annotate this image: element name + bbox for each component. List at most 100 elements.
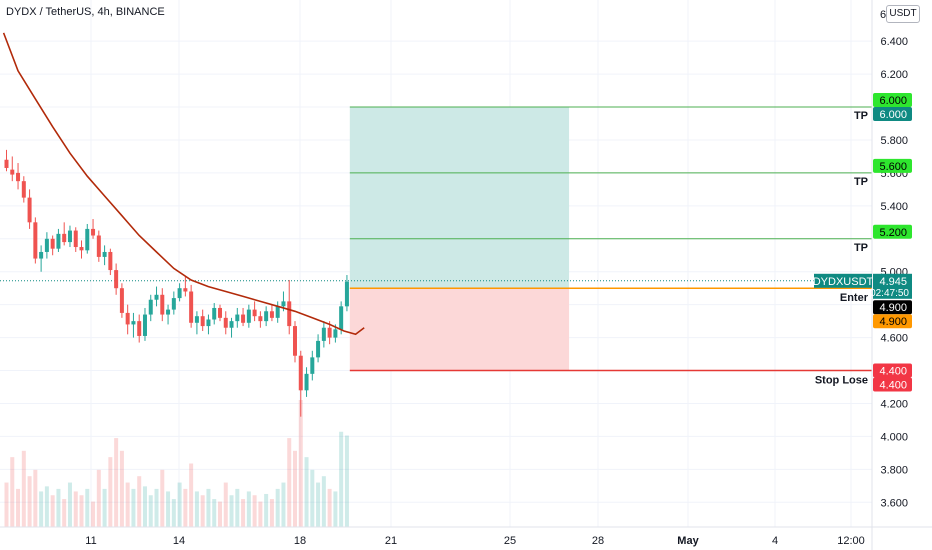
candle bbox=[148, 294, 153, 322]
volume-bar bbox=[56, 488, 61, 527]
volume-bar bbox=[194, 491, 199, 527]
volume-bar bbox=[310, 469, 315, 527]
candle bbox=[316, 334, 321, 363]
volume-bar bbox=[33, 469, 38, 527]
candle bbox=[206, 314, 211, 335]
candle bbox=[62, 222, 67, 246]
volume-bar bbox=[287, 438, 292, 527]
volume-bar bbox=[212, 499, 217, 527]
volume-bar bbox=[125, 482, 130, 527]
time-tick-label: 4 bbox=[772, 535, 778, 547]
volume-bar bbox=[327, 488, 332, 527]
price-tick-label: 4.600 bbox=[880, 333, 908, 345]
currency-selector[interactable]: USDT bbox=[886, 5, 920, 23]
candle-body bbox=[44, 238, 49, 252]
candle-body bbox=[258, 316, 263, 322]
time-tick-label: 14 bbox=[173, 535, 185, 547]
tp-price-label-text: 5.200 bbox=[879, 227, 907, 239]
volume-bar bbox=[321, 476, 326, 527]
candle-body bbox=[108, 251, 113, 271]
candle-body bbox=[200, 316, 205, 327]
candle-body bbox=[235, 314, 240, 322]
volume-bar bbox=[275, 488, 280, 527]
volume-bar bbox=[4, 482, 9, 527]
volume-bar bbox=[264, 493, 269, 527]
candle-body bbox=[56, 233, 61, 249]
candle-body bbox=[287, 301, 292, 327]
candle bbox=[33, 217, 38, 264]
price-tick-label: 4.200 bbox=[880, 398, 908, 410]
price-tick-label: 6.200 bbox=[880, 69, 908, 81]
stop-annotation: Stop Lose bbox=[815, 375, 868, 387]
candle-body bbox=[321, 327, 326, 341]
volume-bar bbox=[206, 488, 211, 527]
candles bbox=[4, 149, 349, 417]
candle bbox=[16, 163, 21, 190]
candle bbox=[229, 317, 234, 338]
volume-bar bbox=[252, 495, 257, 527]
candle-body bbox=[73, 230, 78, 248]
candle-body bbox=[39, 251, 44, 259]
volume-bar bbox=[217, 501, 222, 527]
volume-bar bbox=[137, 476, 142, 527]
volume-bar bbox=[50, 495, 55, 527]
candle-body bbox=[229, 321, 234, 328]
price-tick-label: 6.400 bbox=[880, 36, 908, 48]
volume-bar bbox=[293, 450, 297, 527]
candle-body bbox=[96, 235, 101, 257]
candle-body bbox=[310, 357, 315, 374]
candle-body bbox=[125, 312, 130, 325]
candle-body bbox=[304, 373, 309, 391]
candle bbox=[269, 304, 274, 322]
volume-bar bbox=[200, 495, 205, 527]
entry-price-label-text: 4.900 bbox=[879, 302, 907, 314]
candle bbox=[39, 245, 44, 272]
time-tick-label: 18 bbox=[294, 535, 306, 547]
candle-body bbox=[344, 281, 349, 307]
volume-bar bbox=[281, 482, 286, 527]
candle-body bbox=[327, 327, 332, 338]
tp-position-label-text: 6.000 bbox=[879, 109, 907, 121]
candle-body bbox=[166, 309, 171, 315]
candle bbox=[252, 301, 257, 322]
candle bbox=[344, 275, 349, 312]
candle bbox=[67, 225, 72, 248]
price-tick-label: 5.800 bbox=[880, 135, 908, 147]
candle bbox=[223, 311, 228, 335]
tp-price-label-box bbox=[873, 93, 912, 108]
entry-position-label: 4.900 bbox=[873, 314, 912, 329]
price-tick-label: 3.600 bbox=[880, 497, 908, 509]
candle bbox=[160, 288, 165, 322]
candle-body bbox=[160, 294, 165, 315]
candle bbox=[194, 311, 199, 335]
annotations: TP TP TP Enter Stop Lose bbox=[815, 110, 869, 387]
candle-body bbox=[154, 294, 159, 300]
volume-bar bbox=[148, 495, 153, 527]
candle-body bbox=[102, 251, 107, 257]
moving-average-line bbox=[2, 32, 365, 336]
volume-bar bbox=[39, 491, 44, 527]
candle bbox=[91, 219, 96, 239]
candle bbox=[119, 283, 124, 318]
volume-bar bbox=[258, 501, 263, 527]
candle-body bbox=[269, 311, 274, 318]
profit-zone bbox=[349, 107, 570, 289]
candle-body bbox=[62, 233, 67, 243]
candle bbox=[50, 235, 55, 256]
tp-price-label: 5.600 bbox=[873, 158, 912, 173]
stop-price-label: 4.400 bbox=[873, 363, 912, 378]
candle bbox=[85, 223, 90, 254]
candle-body bbox=[119, 288, 124, 313]
candle bbox=[235, 307, 240, 328]
candle-body bbox=[85, 228, 90, 251]
candle bbox=[171, 291, 176, 315]
candle-body bbox=[246, 309, 251, 323]
candle bbox=[275, 301, 280, 323]
price-tick-label: 6 bbox=[880, 9, 886, 21]
time-tick-label: May bbox=[677, 535, 699, 547]
candle bbox=[142, 307, 147, 341]
candle bbox=[108, 248, 113, 276]
